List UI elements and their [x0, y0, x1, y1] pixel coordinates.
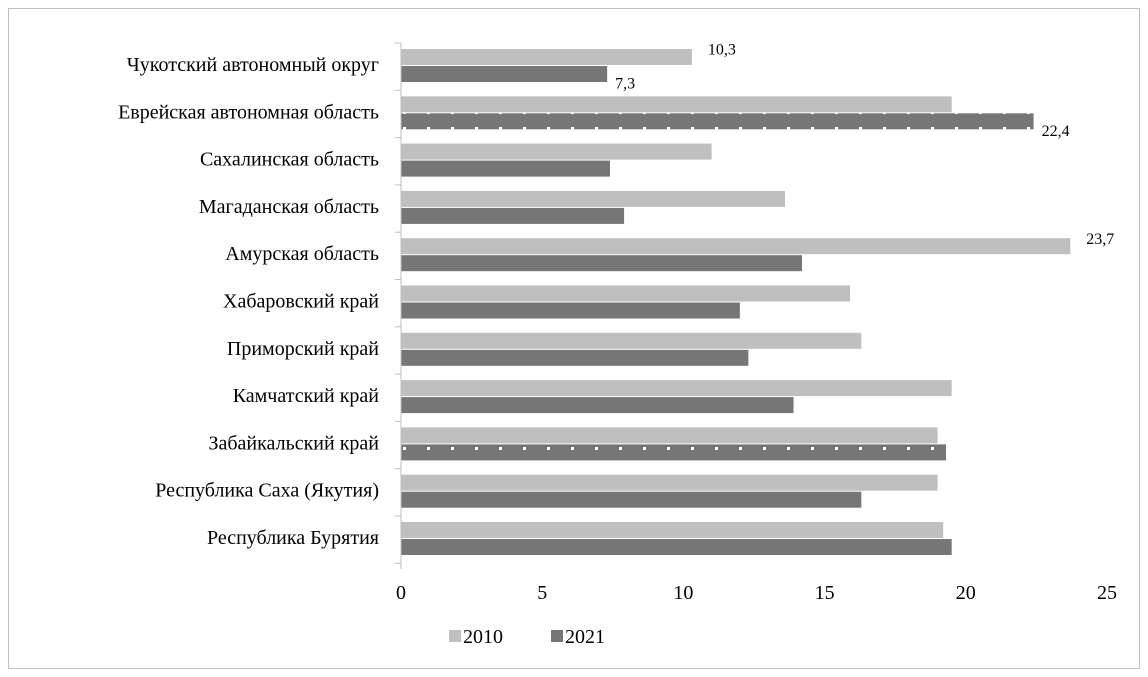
bar-2021 — [401, 113, 1034, 130]
bar-2010 — [401, 522, 944, 538]
x-tick-label: 10 — [673, 582, 693, 604]
bar-2010 — [401, 332, 862, 349]
category-label: Магаданская область — [199, 196, 379, 218]
category-label: Камчатский край — [233, 385, 380, 407]
legend: 2010 2021 — [449, 626, 605, 648]
category-label: Республика Бурятия — [207, 527, 379, 549]
category-label: Сахалинская область — [200, 149, 379, 171]
legend-label: 2010 — [463, 626, 503, 648]
bar-2021 — [401, 160, 610, 177]
legend-label: 2021 — [565, 626, 605, 648]
legend-swatch-2021 — [551, 630, 563, 642]
category-label: Еврейская автономная область — [118, 101, 379, 123]
x-tick-label: 20 — [956, 582, 976, 604]
bar-2021 — [401, 349, 749, 366]
bar-chart: Чукотский автономный округ 10,3 7,3 Еврейск… — [118, 42, 1117, 648]
bar-2010 — [401, 380, 952, 397]
legend-swatch-2010 — [449, 630, 461, 642]
category-label: Амурская область — [225, 243, 379, 265]
x-tick-label: 15 — [815, 582, 835, 604]
bar-2010 — [401, 238, 1071, 255]
bars-layer — [401, 49, 1071, 555]
bar-2021 — [401, 302, 740, 319]
bar-2021 — [401, 539, 952, 555]
bar-2021 — [401, 491, 862, 508]
category-label: Приморский край — [227, 338, 379, 360]
axis-layer: 0 5 10 15 20 25 — [395, 42, 1117, 604]
category-label: Республика Саха (Якутия) — [155, 480, 379, 502]
category-label: Забайкальский край — [208, 432, 379, 454]
bar-2021 — [401, 255, 803, 272]
bar-2021 — [401, 207, 625, 224]
bar-2010 — [401, 190, 786, 207]
bar-2010 — [401, 49, 692, 65]
bar-2021 — [401, 66, 608, 82]
x-tick-label: 5 — [537, 582, 547, 604]
data-label: 10,3 — [708, 42, 736, 59]
category-label: Хабаровский край — [223, 291, 379, 313]
bar-2021 — [401, 397, 794, 414]
data-label: 22,4 — [1042, 123, 1070, 140]
category-label: Чукотский автономный округ — [127, 54, 379, 76]
bar-2010 — [401, 285, 851, 302]
chart-frame: Чукотский автономный округ 10,3 7,3 Еврейск… — [8, 8, 1140, 669]
x-tick-label: 25 — [1097, 582, 1117, 604]
data-label: 23,7 — [1086, 231, 1114, 248]
labels-layer: Чукотский автономный округ 10,3 7,3 Еврейск… — [118, 42, 1114, 549]
bar-2010 — [401, 143, 712, 160]
bar-2010 — [401, 427, 938, 444]
bar-2021 — [401, 444, 947, 461]
x-tick-label: 0 — [396, 582, 406, 604]
data-label: 7,3 — [615, 76, 635, 93]
bar-2010 — [401, 96, 952, 113]
bar-2010 — [401, 474, 938, 491]
